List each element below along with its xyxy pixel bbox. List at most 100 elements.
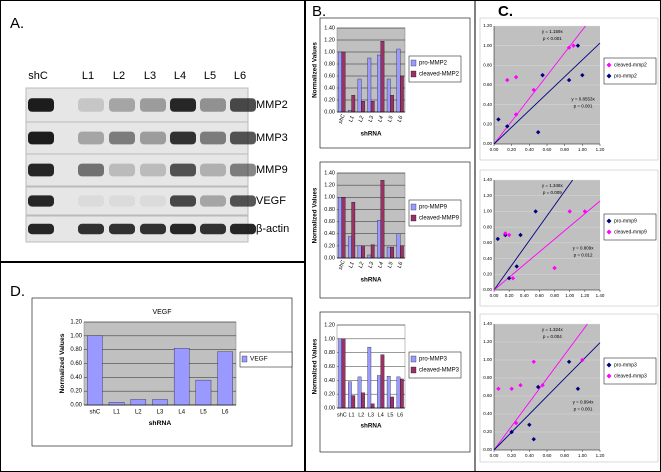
y-tick-label: 1.20 xyxy=(483,23,492,28)
bar xyxy=(152,399,168,406)
band xyxy=(230,163,256,177)
legend-marker xyxy=(606,218,612,224)
y-tick-label: 0.00 xyxy=(324,255,335,261)
bar xyxy=(386,78,391,113)
protein-label: MMP3 xyxy=(256,132,288,144)
bar xyxy=(341,338,346,409)
legend-swatch xyxy=(410,214,417,222)
bar xyxy=(351,395,356,409)
band xyxy=(200,131,226,145)
plot-area xyxy=(494,324,600,450)
point xyxy=(527,422,532,427)
fit-line xyxy=(493,200,601,291)
legend-marker xyxy=(606,229,612,235)
legend-swatch xyxy=(241,355,248,363)
x-tick-label: 0.60 xyxy=(535,293,544,298)
bar xyxy=(399,245,404,259)
band xyxy=(78,131,104,145)
x-tick-label: 1.20 xyxy=(596,453,605,458)
fit-line xyxy=(493,25,586,145)
bar xyxy=(377,375,381,409)
x-tick-label: L4 xyxy=(178,410,185,416)
legend-box xyxy=(603,357,657,385)
x-tick-label: shC xyxy=(338,260,347,271)
point xyxy=(552,265,557,271)
point xyxy=(495,236,500,242)
x-tick-label: L6 xyxy=(397,114,405,123)
x-tick-label: 1.00 xyxy=(565,293,574,298)
y-tick-label: 0.40 xyxy=(324,378,335,384)
bar xyxy=(348,236,352,259)
band xyxy=(109,195,135,207)
x-tick-label: L5 xyxy=(387,260,395,269)
bar xyxy=(380,180,385,259)
legend-label: cleaved-mmp2 xyxy=(614,62,647,68)
y-tick-label: 1.20 xyxy=(70,320,82,326)
bar xyxy=(370,244,375,259)
point xyxy=(540,72,545,78)
point xyxy=(575,386,581,391)
x-tick-label: 1.00 xyxy=(578,453,587,458)
bar xyxy=(348,381,352,409)
protein-label: MMP9 xyxy=(256,164,288,176)
bar xyxy=(377,220,381,259)
y-tick-label: 0.80 xyxy=(483,224,492,229)
y-tick-label: 1.20 xyxy=(324,37,335,43)
bar xyxy=(377,54,381,113)
bar xyxy=(399,75,404,113)
panel-label: A. xyxy=(10,15,24,32)
x-tick-label: 0.80 xyxy=(560,453,569,458)
band xyxy=(28,223,54,235)
fit-p-value: p < 0.001 xyxy=(543,36,562,41)
legend-label: pro-mmp3 xyxy=(614,362,637,368)
x-tick-label: L3 xyxy=(368,412,374,418)
y-tick-label: 1.00 xyxy=(70,333,82,339)
panel-label: C. xyxy=(498,3,513,20)
x-tick-label: L5 xyxy=(387,114,395,123)
point xyxy=(514,264,519,269)
western-blot: shC L1 L2 L3 L4 L5 L6 MMP2 MMP3 MMP9 VEGF β-actin xyxy=(25,70,289,243)
bar xyxy=(390,396,394,409)
lane-label: L4 xyxy=(174,70,186,82)
legend-box xyxy=(603,213,657,241)
legend-swatch xyxy=(410,203,417,211)
band xyxy=(170,195,196,207)
x-tick-label: L1 xyxy=(349,412,355,418)
fit-p-value: p = 0.004 xyxy=(543,334,562,339)
fit-p-value: p = 0.001 xyxy=(574,103,593,108)
x-tick-label: L1 xyxy=(113,410,120,416)
x-tick-label: 1.20 xyxy=(580,293,589,298)
band xyxy=(170,131,196,145)
bar xyxy=(217,351,233,406)
point xyxy=(510,276,516,281)
bar xyxy=(380,354,385,409)
bar xyxy=(361,101,365,113)
legend-marker xyxy=(606,373,612,379)
y-tick-label: 0.00 xyxy=(483,287,492,292)
band xyxy=(170,223,196,235)
x-tick-label: 0.00 xyxy=(490,453,499,458)
y-tick-label: 0.40 xyxy=(70,375,82,381)
x-tick-label: 0.00 xyxy=(490,293,499,298)
bar xyxy=(370,403,375,409)
x-tick-label: L2 xyxy=(135,410,142,416)
point xyxy=(509,386,514,391)
x-tick-label: 0.40 xyxy=(525,147,534,152)
point xyxy=(503,231,508,236)
bar xyxy=(130,399,147,406)
y-tick-label: 0.60 xyxy=(70,361,82,367)
y-tick-label: 0.80 xyxy=(324,61,335,67)
band xyxy=(140,131,166,145)
panel-label: D. xyxy=(10,283,25,300)
point xyxy=(582,209,588,214)
plot-area xyxy=(494,180,600,290)
y-tick-label: 1.00 xyxy=(483,43,492,48)
legend-label: cleaved-MMP3 xyxy=(419,368,460,374)
band xyxy=(140,98,166,112)
point xyxy=(513,420,519,426)
legend-label: pro-MMP2 xyxy=(419,61,448,67)
point xyxy=(506,232,512,238)
legend-box xyxy=(408,199,462,227)
legend-label: VEGF xyxy=(250,356,268,363)
legend-label: cleaved-mmp3 xyxy=(614,373,647,379)
